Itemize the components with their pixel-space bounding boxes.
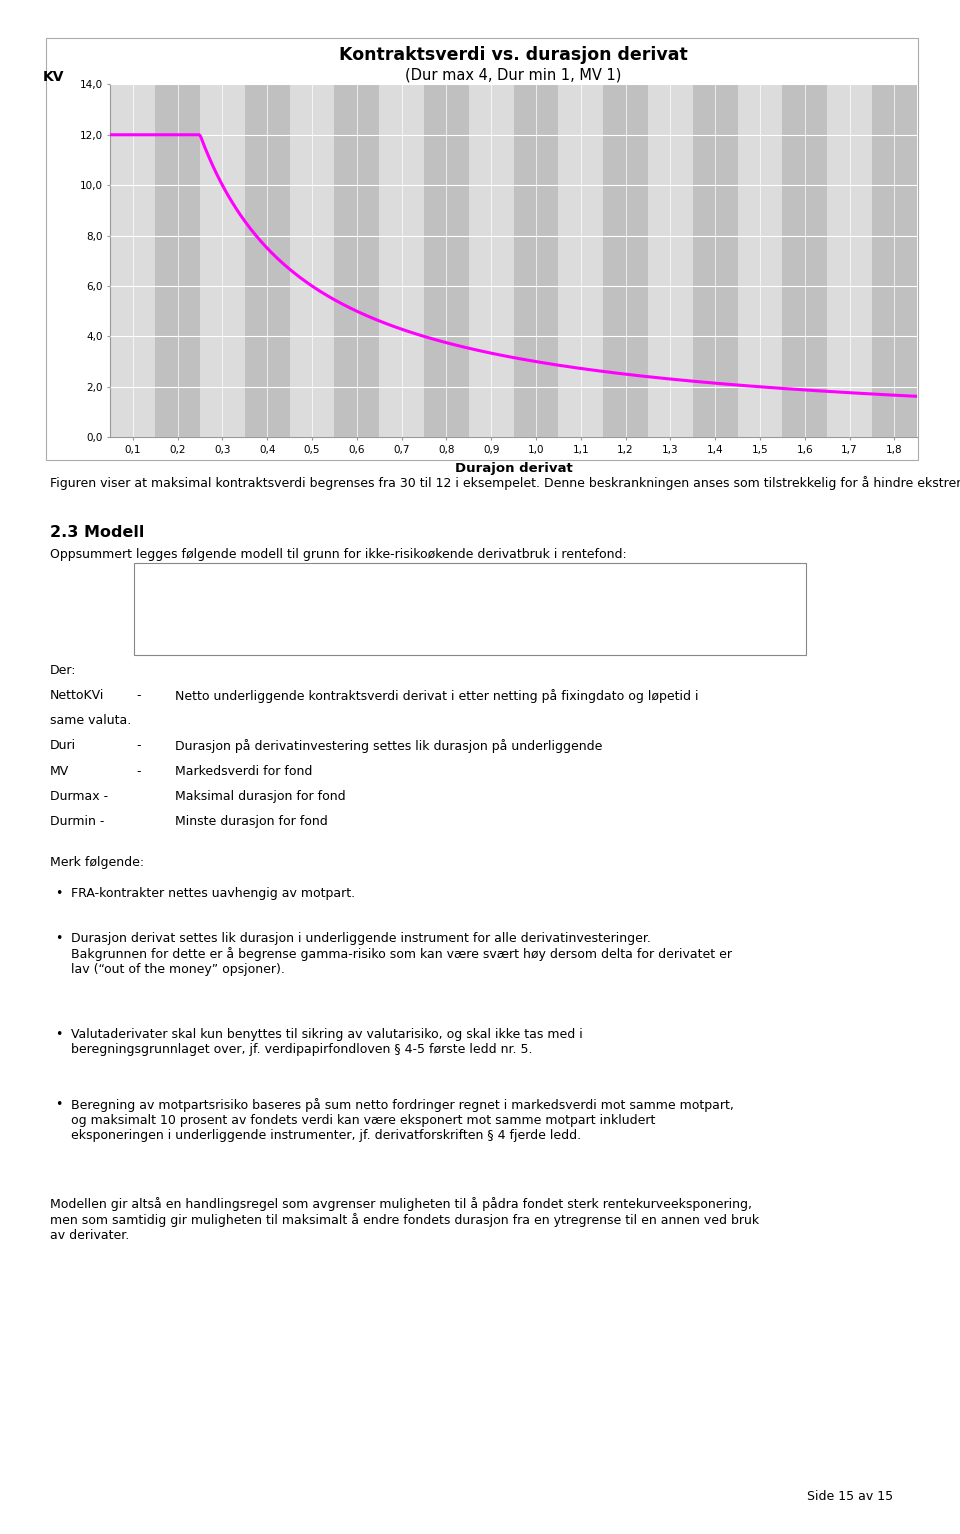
Text: Maksimal durasjon for fond: Maksimal durasjon for fond xyxy=(175,790,346,802)
Bar xyxy=(379,84,424,437)
Bar xyxy=(334,84,379,437)
Text: Durasjon derivat settes lik durasjon i underliggende instrument for alle derivat: Durasjon derivat settes lik durasjon i u… xyxy=(71,933,732,976)
Text: Markedsverdi for fond: Markedsverdi for fond xyxy=(175,764,312,778)
Text: Netto underliggende kontraktsverdi derivat i etter netting på fixingdato og løpe: Netto underliggende kontraktsverdi deriv… xyxy=(175,689,698,703)
Text: Modellen gir altså en handlingsregel som avgrenser muligheten til å pådra fondet: Modellen gir altså en handlingsregel som… xyxy=(50,1197,759,1243)
Text: NettoKVi: NettoKVi xyxy=(50,689,105,701)
Text: same valuta.: same valuta. xyxy=(50,715,132,727)
Text: Duri: Duri xyxy=(50,739,76,752)
Text: 2.3 Modell: 2.3 Modell xyxy=(50,525,144,540)
Bar xyxy=(156,84,200,437)
Text: Side 15 av 15: Side 15 av 15 xyxy=(806,1491,893,1503)
Bar xyxy=(782,84,828,437)
Bar xyxy=(559,84,603,437)
Text: •: • xyxy=(55,1098,62,1111)
Text: •: • xyxy=(55,887,62,899)
Bar xyxy=(200,84,245,437)
Bar xyxy=(737,84,782,437)
Text: Durasjon på derivatinvestering settes lik durasjon på underliggende: Durasjon på derivatinvestering settes li… xyxy=(175,739,602,753)
Text: Durmin -: Durmin - xyxy=(50,816,105,828)
X-axis label: Durajon derivat: Durajon derivat xyxy=(455,462,572,476)
Bar xyxy=(514,84,559,437)
Text: -: - xyxy=(136,764,141,778)
Bar xyxy=(290,84,334,437)
Text: -: - xyxy=(136,689,141,701)
Bar xyxy=(245,84,290,437)
Bar xyxy=(872,84,917,437)
Bar xyxy=(648,84,693,437)
Text: Beregning av motpartsrisiko baseres på sum netto fordringer regnet i markedsverd: Beregning av motpartsrisiko baseres på s… xyxy=(71,1098,733,1143)
Bar xyxy=(468,84,514,437)
Text: Merk følgende:: Merk følgende: xyxy=(50,856,144,868)
Text: Valutaderivater skal kun benyttes til sikring av valutarisiko, og skal ikke tas : Valutaderivater skal kun benyttes til si… xyxy=(71,1028,583,1055)
Text: •: • xyxy=(55,933,62,945)
Text: Kontraktsverdi vs. durasjon derivat: Kontraktsverdi vs. durasjon derivat xyxy=(339,46,688,64)
Bar xyxy=(603,84,648,437)
Text: MV: MV xyxy=(50,764,69,778)
Text: Der:: Der: xyxy=(50,664,77,676)
Text: $\sum_{i=1}^{n}$ $\mathregular{(NettoKV * Max(0.25, Dur)}_i$ $\leq$ MV * $\mathr: $\sum_{i=1}^{n}$ $\mathregular{(NettoKV … xyxy=(163,586,572,629)
Text: KV: KV xyxy=(43,69,64,84)
Bar xyxy=(110,84,156,437)
Text: Minste durasjon for fond: Minste durasjon for fond xyxy=(175,816,327,828)
Text: Figuren viser at maksimal kontraktsverdi begrenses fra 30 til 12 i eksempelet. D: Figuren viser at maksimal kontraktsverdi… xyxy=(50,476,960,489)
Text: -: - xyxy=(136,739,141,752)
Bar xyxy=(828,84,872,437)
Bar xyxy=(693,84,737,437)
Text: (Dur max 4, Dur min 1, MV 1): (Dur max 4, Dur min 1, MV 1) xyxy=(405,67,622,83)
Text: FRA-kontrakter nettes uavhengig av motpart.: FRA-kontrakter nettes uavhengig av motpa… xyxy=(71,887,355,899)
Bar xyxy=(424,84,468,437)
Text: Durmax -: Durmax - xyxy=(50,790,108,802)
Text: Oppsummert legges følgende modell til grunn for ikke-risikoøkende derivatbruk i : Oppsummert legges følgende modell til gr… xyxy=(50,548,627,560)
Text: •: • xyxy=(55,1028,62,1040)
